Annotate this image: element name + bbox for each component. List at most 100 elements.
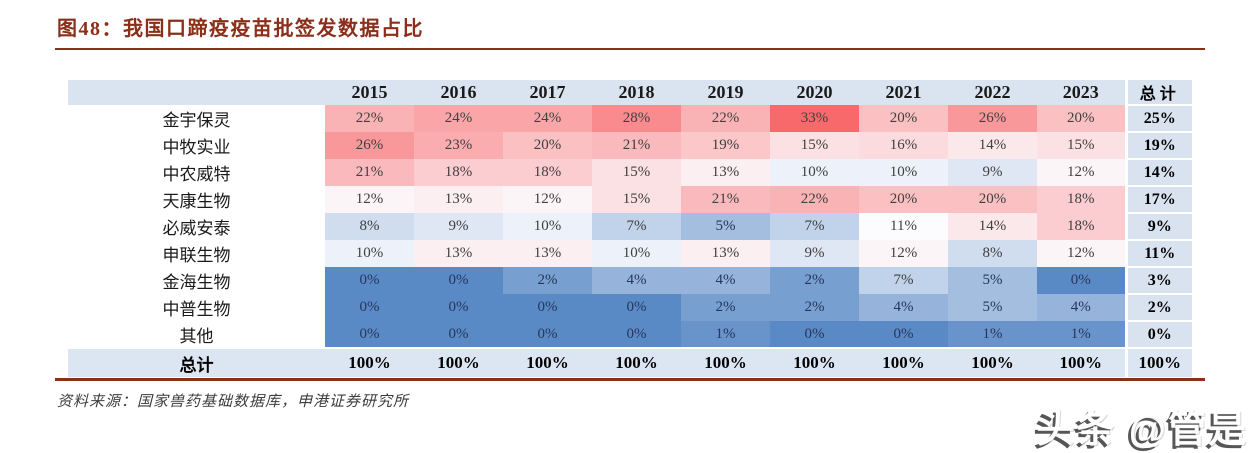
heat-cell: 21% [592,132,681,159]
heat-cell: 10% [325,240,414,267]
heat-cell: 0% [503,294,592,321]
row-label: 必威安泰 [68,213,325,240]
heat-cell: 18% [503,159,592,186]
heat-cell: 20% [503,132,592,159]
company-row: 天康生物 12% 13% 12% 15% 21% 22% 20% 20% 18% 17% [68,185,1192,213]
heat-cell: 4% [859,294,948,321]
heat-cell: 19% [681,132,770,159]
row-total-cell: 3% [1124,266,1192,294]
heat-cell: 13% [681,240,770,267]
year-column-header: 2019 [681,80,770,105]
heat-cell: 2% [770,267,859,294]
row-label: 中农威特 [68,159,325,186]
heat-cell: 20% [859,105,948,132]
heat-cell: 0% [503,321,592,348]
heat-cell: 10% [503,213,592,240]
heat-cell: 0% [325,321,414,348]
heat-cell: 4% [592,267,681,294]
heat-cell: 20% [948,186,1037,213]
row-total-cell: 19% [1124,131,1192,159]
heat-cell: 13% [414,240,503,267]
company-row: 申联生物 10% 13% 13% 10% 13% 9% 12% 8% 12% 11% [68,239,1192,267]
row-label: 天康生物 [68,186,325,213]
heat-cell: 28% [592,105,681,132]
heat-cell: 5% [948,294,1037,321]
company-row: 金海生物 0% 0% 2% 4% 4% 2% 7% 5% 0% 3% [68,266,1192,294]
heat-cell: 20% [1037,105,1126,132]
heat-cell: 15% [770,132,859,159]
row-total-cell: 2% [1124,293,1192,321]
heat-cell: 1% [1037,321,1126,348]
heat-cell: 7% [859,267,948,294]
heat-cell: 33% [770,105,859,132]
heat-cell: 14% [948,213,1037,240]
year-column-header: 2017 [503,80,592,105]
heat-cell: 16% [859,132,948,159]
heat-cell: 24% [503,105,592,132]
heat-cell: 2% [503,267,592,294]
heat-cell: 0% [414,267,503,294]
heat-cell: 4% [681,267,770,294]
company-row: 中普生物 0% 0% 0% 0% 2% 2% 4% 5% 4% 2% [68,293,1192,321]
table-body: 金宇保灵 22% 24% 24% 28% 22% 33% 20% 26% 20% 25% 中牧实业 26… [68,104,1192,377]
heat-cell: 4% [1037,294,1126,321]
heat-cell: 7% [770,213,859,240]
heat-cell: 10% [592,240,681,267]
header-row: 2015 2016 2017 2018 2019 2020 2021 2022 2023 总计 [68,80,1192,105]
row-total-cell: 17% [1124,185,1192,213]
heat-cell: 21% [681,186,770,213]
heat-cell: 12% [859,240,948,267]
heat-cell: 12% [503,186,592,213]
heat-cell: 14% [948,132,1037,159]
heat-cell: 13% [681,159,770,186]
heat-cell: 8% [948,240,1037,267]
source-note: 资料来源：国家兽药基础数据库，申港证券研究所 [57,394,410,410]
year-column-header: 2023 [1037,80,1126,105]
total-row-cell: 100% [681,347,770,377]
year-column-header: 2016 [414,80,503,105]
year-column-header: 2018 [592,80,681,105]
heat-cell: 12% [1037,240,1126,267]
heat-cell: 9% [948,159,1037,186]
bottom-divider [55,378,1205,381]
total-row-cell: 100% [592,347,681,377]
company-row: 必威安泰 8% 9% 10% 7% 5% 7% 11% 14% 18% 9% [68,212,1192,240]
heat-cell: 18% [1037,186,1126,213]
row-label: 中普生物 [68,294,325,321]
heat-cell: 22% [681,105,770,132]
watermark-text: 头条 @管是 [1036,409,1248,451]
heat-cell: 18% [1037,213,1126,240]
row-label: 其他 [68,321,325,348]
heat-cell: 24% [414,105,503,132]
heat-cell: 15% [1037,132,1126,159]
heat-cell: 0% [592,321,681,348]
row-total-cell: 14% [1124,158,1192,186]
company-row: 中牧实业 26% 23% 20% 21% 19% 15% 16% 14% 15% 19% [68,131,1192,159]
total-row: 总计 100% 100% 100% 100% 100% 100% 100% 100% 100% 10… [68,347,1192,377]
table-container: 2015 2016 2017 2018 2019 2020 2021 2022 2023 总计 金… [68,80,1192,377]
heat-cell: 0% [770,321,859,348]
total-row-cell: 100% [325,347,414,377]
table-header: 2015 2016 2017 2018 2019 2020 2021 2022 2023 总计 [68,80,1192,105]
heat-cell: 0% [325,294,414,321]
heat-cell: 0% [859,321,948,348]
heat-cell: 8% [325,213,414,240]
heat-cell: 0% [592,294,681,321]
heat-cell: 1% [681,321,770,348]
heat-cell: 12% [1037,159,1126,186]
heat-cell: 12% [325,186,414,213]
year-column-header: 2020 [770,80,859,105]
total-row-cell: 100% [414,347,503,377]
heat-cell: 2% [770,294,859,321]
year-column-header: 2021 [859,80,948,105]
company-row: 中农威特 21% 18% 18% 15% 13% 10% 10% 9% 12% 14% [68,158,1192,186]
heat-cell: 2% [681,294,770,321]
heat-cell: 21% [325,159,414,186]
header-corner-cell [68,80,325,105]
row-total-cell: 9% [1124,212,1192,240]
heat-cell: 15% [592,186,681,213]
row-label: 金宇保灵 [68,105,325,132]
grand-total-cell: 100% [1124,347,1192,377]
year-column-header: 2022 [948,80,1037,105]
heat-cell: 26% [948,105,1037,132]
